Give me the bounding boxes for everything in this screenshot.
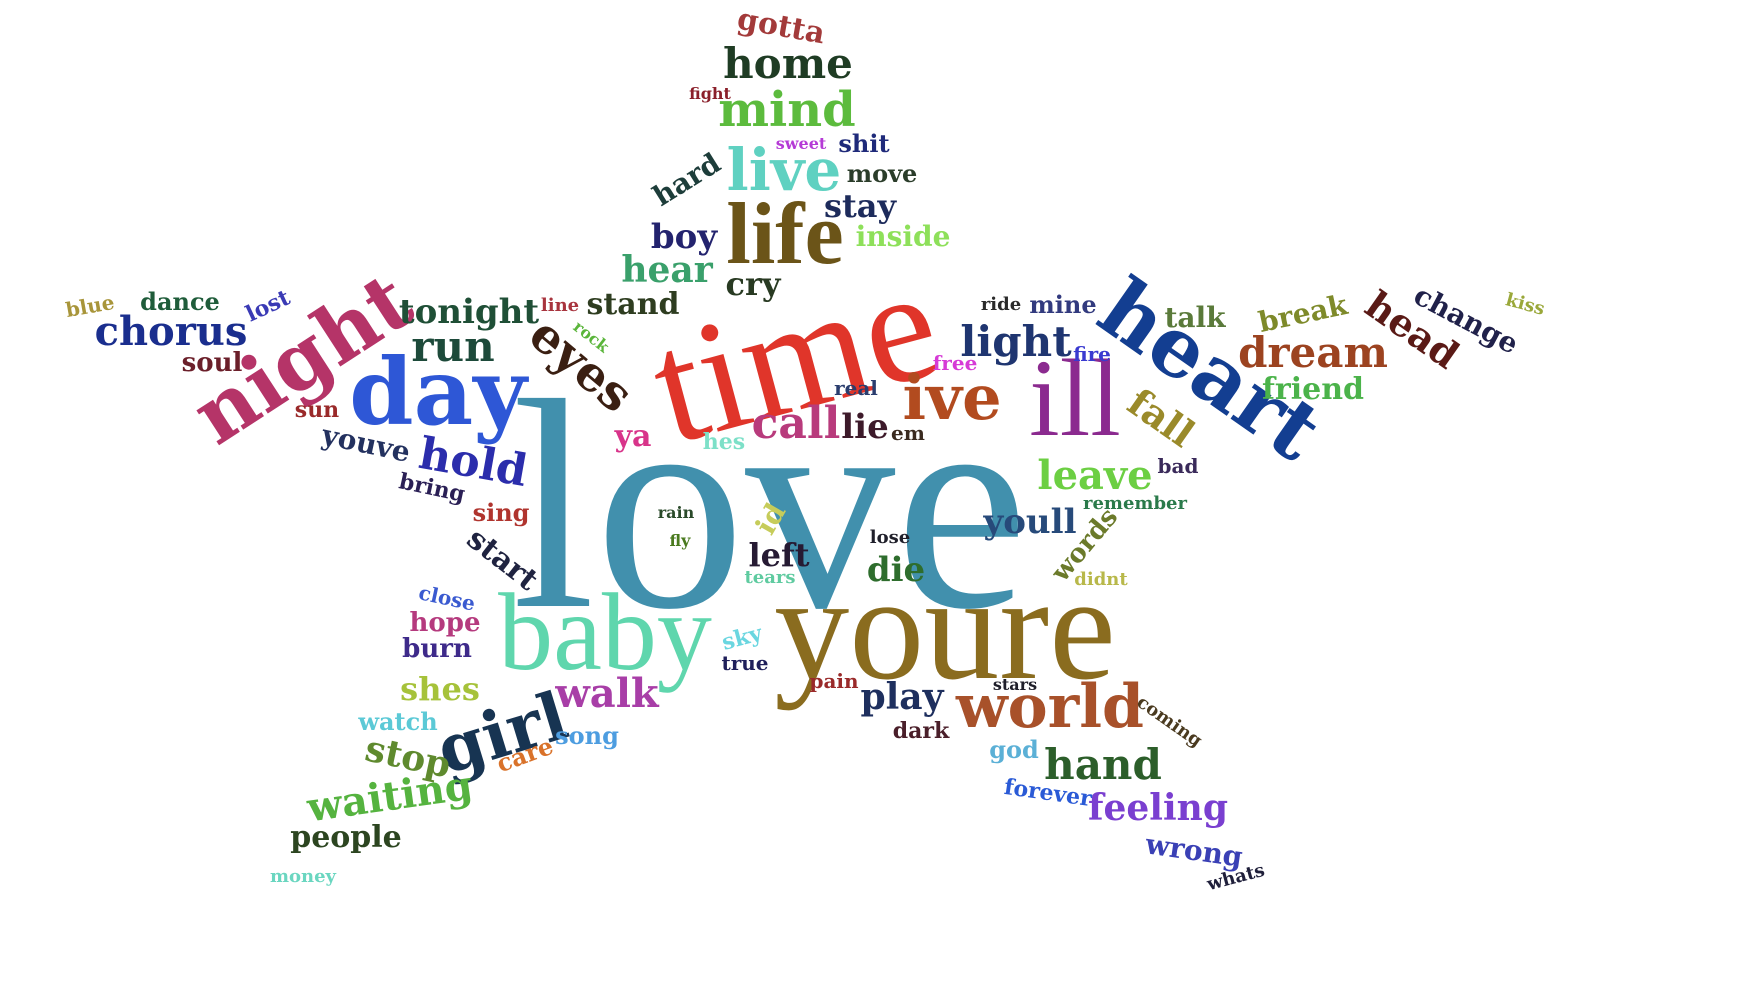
word-pain: pain	[809, 671, 858, 691]
word-dream: dream	[1238, 332, 1388, 374]
word-line: line	[541, 297, 579, 315]
word-true: true	[721, 653, 768, 673]
word-real: real	[834, 378, 878, 398]
word-ive: ive	[902, 367, 1001, 429]
word-tears: tears	[744, 569, 795, 587]
word-people: people	[290, 823, 402, 853]
word-die: die	[867, 553, 925, 587]
word-talk: talk	[1164, 304, 1225, 332]
word-sweet: sweet	[776, 136, 827, 152]
word-kiss: kiss	[1504, 291, 1547, 319]
word-chorus: chorus	[95, 312, 248, 352]
word-feeling: feeling	[1088, 790, 1228, 826]
word-song: song	[555, 724, 619, 748]
word-em: em	[891, 423, 925, 443]
word-call: call	[752, 402, 841, 446]
word-dance: dance	[140, 290, 220, 314]
word-lose: lose	[870, 529, 910, 547]
word-run: run	[411, 326, 494, 368]
word-shit: shit	[838, 132, 889, 156]
word-hand: hand	[1044, 744, 1162, 786]
word-boy: boy	[651, 220, 717, 254]
word-friend: friend	[1262, 375, 1364, 405]
word-cry: cry	[726, 268, 781, 300]
word-play: play	[860, 679, 943, 715]
word-stand: stand	[587, 290, 680, 320]
word-inside: inside	[856, 223, 951, 251]
word-burn: burn	[402, 636, 472, 662]
word-world: world	[956, 677, 1144, 737]
word-mind: mind	[718, 86, 855, 134]
word-walk: walk	[555, 674, 658, 714]
word-ya: ya	[615, 422, 652, 452]
word-hard: hard	[649, 149, 726, 211]
word-didnt: didnt	[1074, 571, 1127, 589]
word-tonight: tonight	[399, 295, 539, 329]
word-waiting: waiting	[305, 766, 475, 829]
word-stars: stars	[993, 677, 1037, 693]
word-fight: fight	[689, 86, 731, 102]
word-bad: bad	[1158, 456, 1199, 476]
word-remember: remember	[1083, 495, 1187, 513]
word-rain: rain	[658, 505, 695, 521]
word-wrong: wrong	[1144, 830, 1244, 871]
word-dark: dark	[893, 720, 949, 742]
word-move: move	[847, 162, 918, 186]
word-hear: hear	[621, 252, 712, 288]
word-sing: sing	[473, 501, 530, 525]
word-money: money	[270, 868, 336, 886]
word-lie: lie	[841, 410, 888, 444]
word-soul: soul	[182, 350, 243, 376]
word-leave: leave	[1037, 456, 1152, 496]
word-god: god	[989, 738, 1039, 762]
word-mine: mine	[1029, 293, 1096, 317]
word-youll: youll	[984, 505, 1077, 539]
word-hes: hes	[703, 431, 745, 453]
word-free: free	[933, 353, 978, 373]
word-watch: watch	[358, 710, 437, 734]
word-home: home	[723, 43, 853, 85]
word-fire: fire	[1073, 344, 1111, 364]
word-ride: ride	[981, 296, 1021, 314]
word-shes: shes	[400, 673, 480, 705]
word-stay: stay	[824, 190, 896, 222]
word-sun: sun	[295, 399, 339, 421]
word-fly: fly	[670, 533, 691, 549]
